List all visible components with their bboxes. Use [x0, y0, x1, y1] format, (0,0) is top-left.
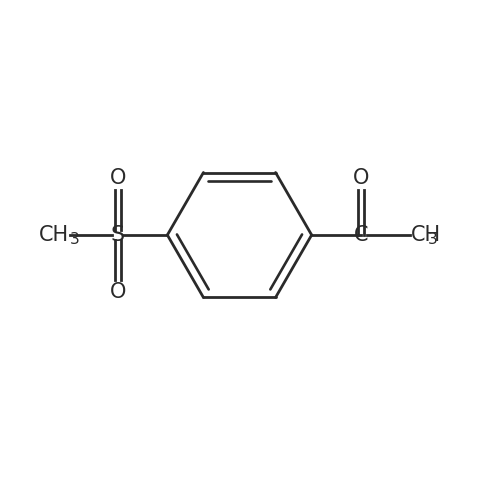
Text: C: C — [354, 225, 368, 245]
Text: 3: 3 — [428, 232, 437, 248]
Text: S: S — [111, 225, 125, 245]
Text: 3: 3 — [70, 232, 80, 248]
Text: CH: CH — [39, 225, 69, 245]
Text: CH: CH — [411, 225, 441, 245]
Text: O: O — [353, 168, 369, 188]
Text: O: O — [110, 168, 126, 188]
Text: O: O — [110, 282, 126, 302]
